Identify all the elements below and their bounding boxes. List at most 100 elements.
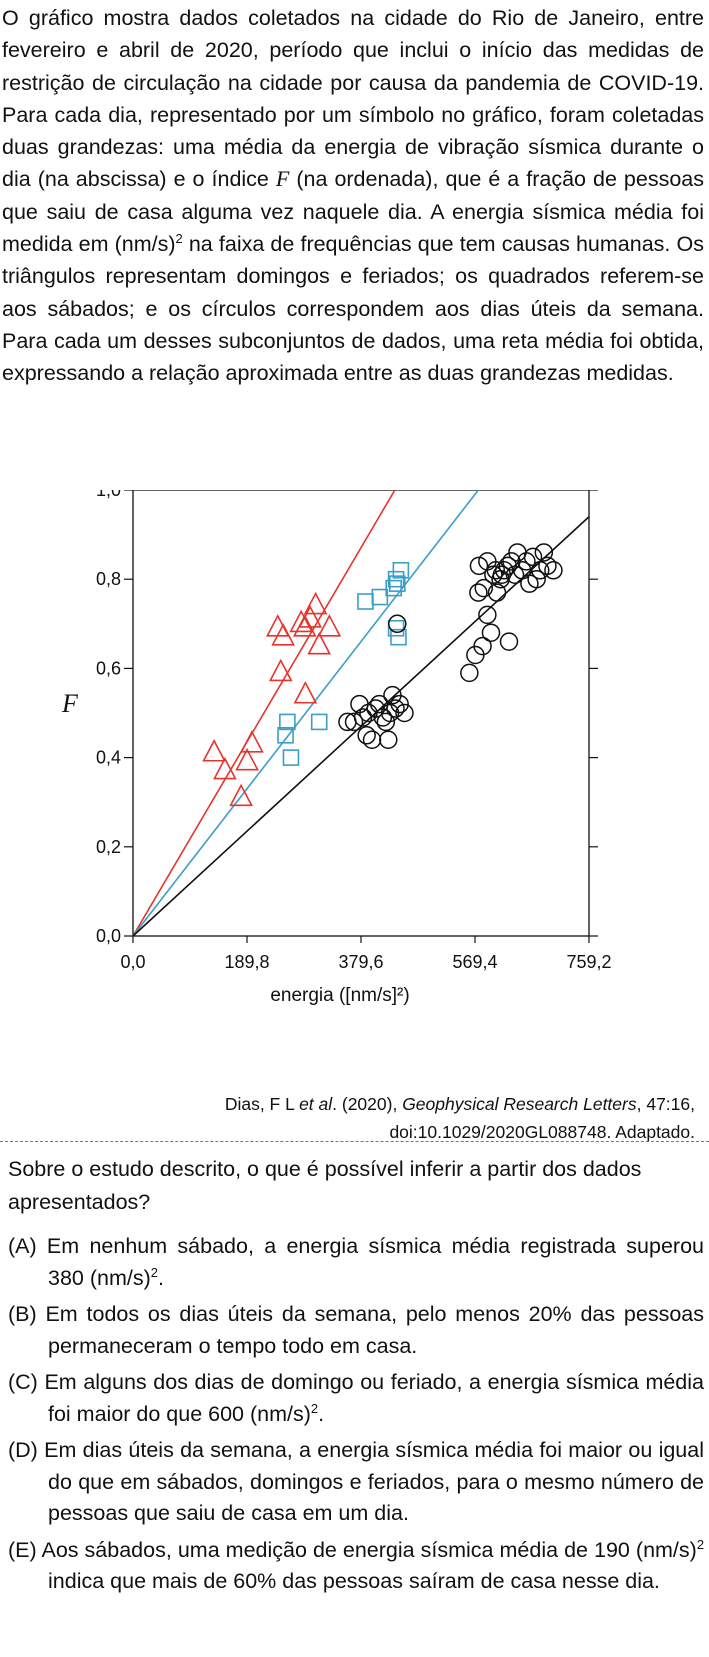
x-tick-label: 759,2 [566, 952, 611, 972]
dashed-divider [0, 1141, 709, 1142]
option-c-superscript: 2 [310, 1400, 319, 1416]
circle-point [499, 632, 519, 651]
x-tick-label: 569,4 [452, 952, 497, 972]
y-tick-label: 1,0 [96, 490, 121, 500]
circle-point [492, 565, 512, 584]
answer-options: (A) Em nenhum sábado, a energia sísmica … [8, 1231, 704, 1603]
option-c[interactable]: (C) Em alguns dos dias de domingo ou fer… [8, 1367, 704, 1430]
square-point [371, 588, 389, 606]
circle-point [534, 543, 554, 562]
citation-authors: Dias, F L [224, 1094, 300, 1114]
x-tick-label: 0,0 [120, 952, 145, 972]
triangle-point [268, 658, 293, 682]
triangle-point [271, 623, 295, 646]
y-tick-label: 0,4 [96, 748, 121, 768]
citation-volume: , 47:16, [636, 1094, 695, 1114]
option-d[interactable]: (D) Em dias úteis da semana, a energia s… [8, 1435, 704, 1530]
circle-point [486, 561, 506, 580]
circle-point [386, 699, 405, 718]
square-point [388, 575, 406, 592]
circle-point [481, 623, 501, 642]
circle-point [474, 578, 494, 598]
tick-marks [124, 490, 598, 943]
intro-paragraph: O gráfico mostra dados coletados na cida… [2, 2, 704, 390]
triangle-point [289, 609, 314, 633]
x-axis-label: energia ([nm/s]²) [270, 985, 409, 1006]
square-point [392, 561, 410, 579]
tick-labels: 0,0 189,8 379,6 569,4 759,2 0,0 0,2 0,4 0,6 0,8 1,… [96, 490, 612, 972]
triangle-point [229, 783, 253, 807]
square-point [390, 628, 407, 646]
square-fit-line [132, 490, 479, 937]
scatter-chart: 0,0 189,8 379,6 569,4 759,2 0,0 0,2 0,4 0,6 0,8 1,… [61, 490, 612, 1006]
option-b-text: (B) Em todos os dias úteis da semana, pe… [8, 1302, 704, 1358]
circle-point [487, 583, 507, 602]
circle-point [390, 694, 409, 714]
circle-point [357, 726, 376, 745]
circle-point [460, 663, 479, 683]
intro-superscript: 2 [175, 230, 183, 246]
citation-journal: Geophysical Research Letters [402, 1094, 637, 1114]
question-text: Sobre o estudo descrito, o que é possíve… [8, 1157, 642, 1214]
intro-text-2: (na ordenada), que é a fração de pessoas… [2, 167, 705, 257]
y-tick-label: 0,0 [96, 926, 121, 946]
data-points [202, 543, 563, 807]
triangle-point [298, 605, 323, 628]
circle-point [362, 730, 382, 750]
circle-point [379, 730, 398, 750]
square-point [387, 570, 405, 588]
triangle-point [213, 756, 237, 780]
square-point [385, 579, 402, 597]
circle-point [517, 552, 536, 571]
triangle-point [202, 739, 226, 762]
circle-point [344, 712, 364, 732]
intro-text-1: O gráfico mostra dados coletados na cida… [2, 6, 704, 192]
square-point [282, 749, 300, 766]
option-e-text: (E) Aos sábados, uma medição de energia … [8, 1537, 697, 1562]
option-d-text: (D) Em dias úteis da semana, a energia s… [8, 1438, 704, 1525]
option-c-end: . [318, 1401, 325, 1426]
triangle-point [307, 631, 332, 655]
circle-point [353, 708, 373, 727]
y-tick-label: 0,2 [96, 837, 121, 857]
option-e-end: indica que mais de 60% das pessoas saíra… [48, 1569, 660, 1593]
triangle-point [303, 591, 328, 615]
triangle-point [240, 730, 264, 753]
citation-etal: et al [299, 1094, 333, 1114]
y-tick-label: 0,6 [96, 658, 121, 678]
circle-point [544, 561, 563, 580]
circle-point [395, 703, 414, 723]
y-axis-label: F [61, 689, 79, 718]
circle-point [527, 569, 546, 589]
square-point [277, 727, 294, 744]
square-point [310, 713, 328, 731]
citation-year: . (2020), [332, 1094, 403, 1114]
option-a-end: . [157, 1265, 164, 1290]
circle-point [469, 583, 488, 602]
triangle-point [265, 614, 290, 637]
square-point [357, 593, 374, 610]
option-a-superscript: 2 [150, 1264, 158, 1280]
x-tick-label: 379,6 [338, 952, 383, 972]
option-e[interactable]: (E) Aos sábados, uma medição de energia … [8, 1535, 704, 1598]
option-a[interactable]: (A) Em nenhum sábado, a energia sísmica … [8, 1231, 704, 1294]
citation-doi: doi:10.1029/2020GL088748. Adaptado. [389, 1122, 695, 1142]
circle-point [376, 712, 396, 732]
circle-point [469, 556, 489, 576]
circle-point [478, 605, 497, 625]
intro-f-variable: F [275, 166, 290, 192]
x-tick-label: 189,8 [224, 952, 269, 972]
triangle-point [317, 614, 342, 637]
y-tick-label: 0,8 [96, 569, 121, 589]
square-point [387, 619, 405, 637]
circle-point [538, 556, 557, 576]
square-point [279, 713, 296, 731]
triangle-fit-line [132, 490, 396, 937]
citation: Dias, F L et al. (2020), Geophysical Res… [135, 1090, 695, 1146]
triangle-point [293, 681, 318, 704]
circle-point [473, 636, 492, 656]
circle-point [388, 614, 407, 634]
triangle-point [235, 747, 259, 771]
option-b[interactable]: (B) Em todos os dias úteis da semana, pe… [8, 1299, 704, 1362]
option-a-text: (A) Em nenhum sábado, a energia sísmica … [8, 1234, 704, 1290]
